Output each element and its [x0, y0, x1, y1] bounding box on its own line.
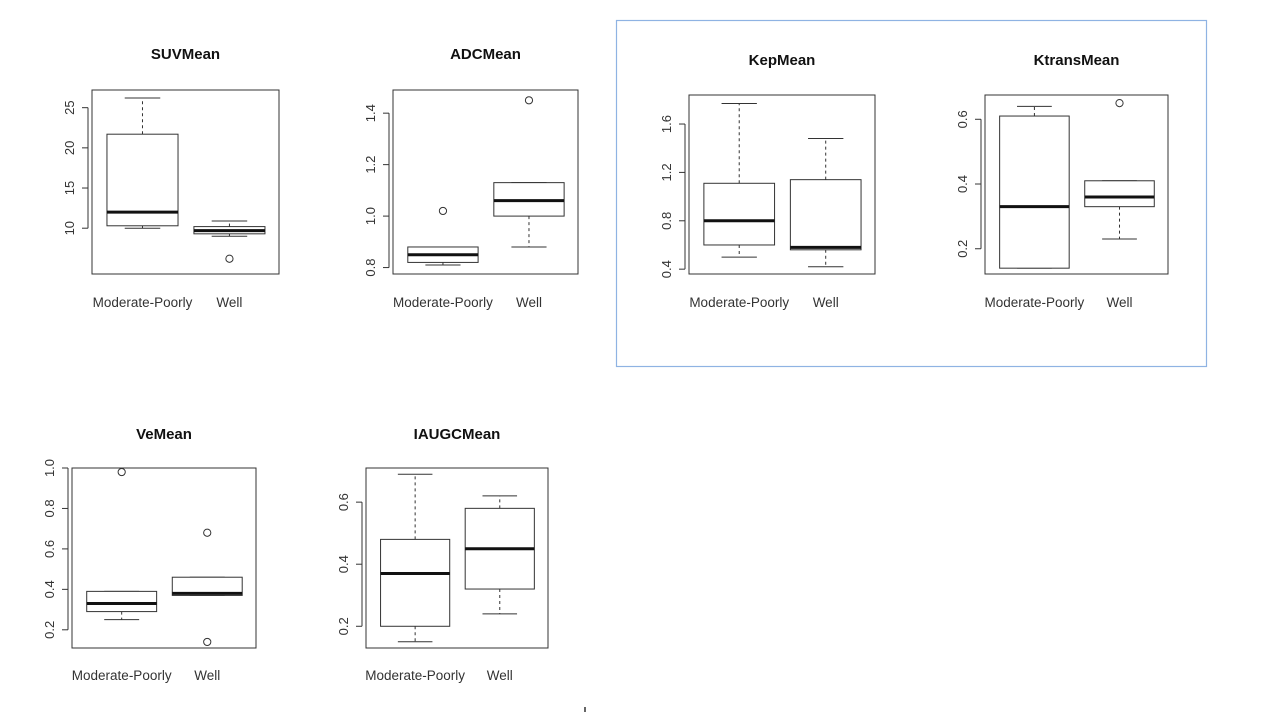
y-tick-label: 0.6 — [955, 110, 970, 128]
y-tick-label: 0.2 — [955, 240, 970, 258]
y-tick-label: 0.8 — [42, 499, 57, 517]
y-tick-label: 0.8 — [363, 259, 378, 277]
boxplot-ADCMean: ADCMean 0.8 1.0 1.2 1.4 Moderate-Poorly Well — [363, 46, 579, 310]
outlier-point — [225, 254, 234, 263]
iqr-box — [703, 182, 776, 246]
y-tick-label: 0.8 — [659, 212, 674, 230]
box-Moderate-Poorly — [380, 473, 451, 643]
y-tick-label: 1.2 — [363, 156, 378, 174]
iqr-box — [1084, 180, 1155, 208]
category-label: Well — [194, 668, 220, 683]
category-label: Moderate-Poorly — [985, 295, 1085, 310]
box-Moderate-Poorly — [999, 105, 1070, 269]
category-label: Well — [516, 295, 542, 310]
boxplot-KepMean: KepMean 0.4 0.8 1.2 1.6 Moderate-Poorly Well — [659, 52, 876, 310]
chart-title: KepMean — [749, 52, 816, 69]
y-tick-label: 0.4 — [42, 580, 57, 598]
category-label: Moderate-Poorly — [393, 295, 493, 310]
category-label: Well — [216, 295, 242, 310]
plot-frame — [365, 467, 549, 649]
boxplot-SUVMean: SUVMean 10 15 20 25 Moderate-Poorly Well — [62, 46, 280, 310]
plot-frame — [91, 89, 280, 275]
y-tick-label: 0.6 — [42, 540, 57, 558]
outlier-point — [117, 467, 126, 477]
iqr-box — [380, 538, 451, 627]
y-tick-label: 1.6 — [659, 115, 674, 133]
iqr-box — [171, 576, 243, 596]
chart-title: VeMean — [136, 426, 192, 443]
plot-frame — [984, 94, 1169, 275]
y-tick-label: 0.4 — [659, 260, 674, 278]
box-Moderate-Poorly — [86, 467, 158, 621]
y-tick-label: 1.0 — [363, 207, 378, 225]
outlier-point — [438, 206, 448, 216]
box-Well — [193, 220, 266, 263]
category-label: Moderate-Poorly — [93, 295, 193, 310]
boxplot-KtransMean: KtransMean 0.2 0.4 0.6 Moderate-Poorly Well — [955, 52, 1169, 310]
outlier-point — [203, 637, 212, 647]
y-tick-label: 15 — [62, 181, 77, 195]
y-tick-label: 0.6 — [336, 493, 351, 511]
box-Well — [789, 138, 862, 268]
plot-frame — [392, 89, 579, 275]
box-Well — [1084, 98, 1155, 240]
highlight-frame — [615, 19, 1208, 368]
boxplot-VeMean: VeMean 0.2 0.4 0.6 0.8 1.0 Moderate-Poorly Well — [42, 426, 257, 683]
boxplot-IAUGCMean: IAUGCMean 0.2 0.4 0.6 Moderate-Poorly Well — [336, 426, 549, 683]
y-tick-label: 25 — [62, 100, 77, 114]
y-tick-label: 0.2 — [336, 617, 351, 635]
y-tick-label: 1.4 — [363, 104, 378, 122]
box-Moderate-Poorly — [703, 102, 776, 258]
category-label: Well — [487, 668, 513, 683]
box-Moderate-Poorly — [106, 97, 179, 229]
category-label: Moderate-Poorly — [72, 668, 172, 683]
box-Well — [493, 96, 565, 248]
category-label: Moderate-Poorly — [689, 295, 789, 310]
category-label: Well — [1106, 295, 1132, 310]
category-label: Well — [813, 295, 839, 310]
y-tick-label: 0.4 — [336, 555, 351, 573]
outlier-point — [203, 528, 212, 537]
box-Moderate-Poorly — [407, 206, 479, 266]
plot-frame — [688, 94, 876, 275]
iqr-box — [106, 133, 179, 227]
y-tick-label: 20 — [62, 141, 77, 155]
chart-title: KtransMean — [1034, 52, 1120, 69]
outlier-point — [524, 96, 534, 105]
category-label: Moderate-Poorly — [365, 668, 465, 683]
outlier-point — [1115, 98, 1124, 108]
chart-title: ADCMean — [450, 46, 521, 63]
y-tick-label: 0.2 — [42, 621, 57, 639]
box-Well — [171, 528, 243, 647]
y-tick-label: 10 — [62, 221, 77, 235]
chart-title: IAUGCMean — [414, 426, 501, 443]
y-tick-label: 1.2 — [659, 163, 674, 181]
box-Well — [464, 495, 535, 615]
iqr-box — [789, 179, 862, 251]
chart-title: SUVMean — [151, 46, 220, 63]
y-tick-label: 1.0 — [42, 459, 57, 477]
iqr-box — [999, 115, 1070, 269]
plot-frame — [71, 467, 257, 649]
y-tick-label: 0.4 — [955, 175, 970, 193]
iqr-box — [86, 590, 158, 613]
